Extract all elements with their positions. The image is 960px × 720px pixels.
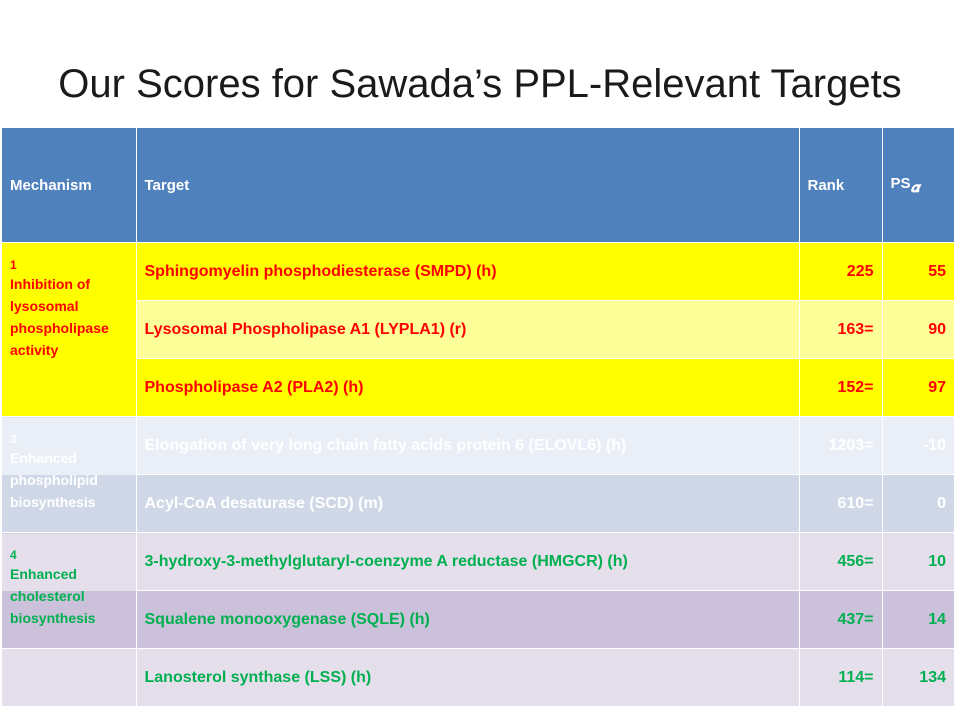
mechanism-label: Enhanced cholesterol biosynthesis	[10, 566, 96, 626]
rank-cell: 456=	[799, 532, 883, 591]
target-cell: Lysosomal Phospholipase A1 (LYPLA1) (r)	[136, 300, 800, 359]
rank-cell: 610=	[799, 474, 883, 533]
ps-cell: 0	[882, 474, 954, 533]
header-ps-label: PS	[890, 174, 911, 192]
mechanism-label: Inhibition of lysosomal phospholipase ac…	[10, 276, 109, 358]
mechanism-empty-cell	[2, 648, 137, 706]
rank-cell: 152=	[799, 358, 883, 417]
slide-title: Our Scores for Sawada’s PPL-Relevant Tar…	[58, 62, 902, 106]
header-ps: PS𝜶	[882, 128, 954, 243]
mechanism-group-3: 3 Enhanced phospholipid biosynthesis	[2, 416, 137, 533]
target-cell: Sphingomyelin phosphodiesterase (SMPD) (…	[136, 242, 800, 301]
rank-cell: 163=	[799, 300, 883, 359]
mechanism-number: 3	[10, 432, 17, 446]
rank-cell: 437=	[799, 590, 883, 649]
table-row: Squalene monooxygenase (SQLE) (h) 437= 1…	[2, 590, 954, 649]
rank-cell: 1203=	[799, 416, 883, 475]
rank-cell: 114=	[799, 648, 883, 706]
target-cell: Acyl-CoA desaturase (SCD) (m)	[136, 474, 800, 533]
target-cell: 3-hydroxy-3-methylglutaryl-coenzyme A re…	[136, 532, 800, 591]
ps-cell: 90	[882, 300, 954, 359]
table-row: Acyl-CoA desaturase (SCD) (m) 610= 0	[2, 474, 954, 533]
ps-cell: 10	[882, 532, 954, 591]
table-row: Lanosterol synthase (LSS) (h) 114= 134	[2, 648, 954, 706]
mechanism-number: 4	[10, 548, 17, 562]
mechanism-number: 1	[10, 258, 17, 272]
ps-cell: -10	[882, 416, 954, 475]
header-target: Target	[136, 128, 800, 243]
table-row: 3 Enhanced phospholipid biosynthesis Elo…	[2, 416, 954, 533]
target-cell: Elongation of very long chain fatty acid…	[136, 416, 800, 475]
mechanism-group-1: 1 Inhibition of lysosomal phospholipase …	[2, 242, 137, 417]
target-cell: Squalene monooxygenase (SQLE) (h)	[136, 590, 800, 649]
ps-cell: 134	[882, 648, 954, 706]
rank-cell: 225	[799, 242, 883, 301]
target-cell: Lanosterol synthase (LSS) (h)	[136, 648, 800, 706]
table-header-row: Mechanism Target Rank PS𝜶	[2, 128, 954, 243]
ps-cell: 55	[882, 242, 954, 301]
targets-table: Mechanism Target Rank PS𝜶 1 Inhibition o…	[2, 128, 954, 706]
mechanism-group-4: 4 Enhanced cholesterol biosynthesis	[2, 532, 137, 649]
ps-cell: 97	[882, 358, 954, 417]
ps-cell: 14	[882, 590, 954, 649]
table-row: 4 Enhanced cholesterol biosynthesis 3-hy…	[2, 532, 954, 649]
header-mechanism: Mechanism	[2, 128, 137, 243]
table-row: Lysosomal Phospholipase A1 (LYPLA1) (r) …	[2, 300, 954, 359]
mechanism-label: Enhanced phospholipid biosynthesis	[10, 450, 98, 510]
header-ps-alpha: 𝜶	[910, 178, 920, 195]
table-row: Phospholipase A2 (PLA2) (h) 152= 97	[2, 358, 954, 417]
header-rank: Rank	[799, 128, 883, 243]
target-cell: Phospholipase A2 (PLA2) (h)	[136, 358, 800, 417]
table-row: 1 Inhibition of lysosomal phospholipase …	[2, 242, 954, 417]
